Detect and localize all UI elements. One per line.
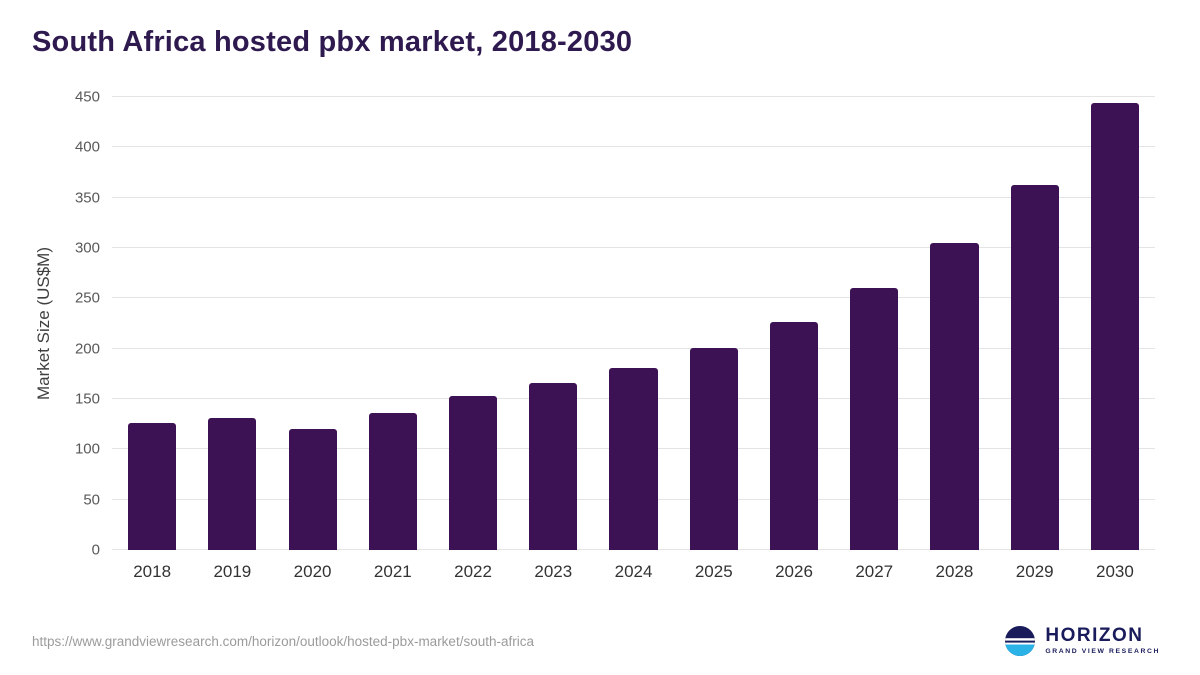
y-tick-label: 250 xyxy=(74,289,100,307)
x-tick-label: 2026 xyxy=(775,562,813,581)
x-tick-label: 2030 xyxy=(1096,562,1134,581)
x-tick-label: 2019 xyxy=(213,562,252,581)
bar-2023 xyxy=(529,382,578,550)
bar-cell xyxy=(112,97,192,550)
y-tick-label: 0 xyxy=(91,541,100,559)
y-axis-ticks: 0 50 100 150 200 250 300 350 400 450 xyxy=(60,89,112,559)
bar-2021 xyxy=(368,413,417,550)
y-tick-label: 450 xyxy=(74,88,100,106)
x-tick-label: 2027 xyxy=(855,562,894,581)
bar-2019 xyxy=(208,418,257,550)
x-tick-label: 2025 xyxy=(694,562,733,581)
y-tick-label: 350 xyxy=(74,189,100,207)
x-tick-label: 2024 xyxy=(614,562,653,581)
bar-cell xyxy=(192,97,272,550)
bar-cell xyxy=(914,97,994,550)
bar-cell xyxy=(995,97,1075,550)
bar-2025 xyxy=(689,347,738,550)
bar-2026 xyxy=(769,321,819,550)
x-tick-label: 2021 xyxy=(373,562,412,581)
bars-container xyxy=(112,97,1155,550)
x-axis-labels: 2018 2019 2020 2021 2022 2023 2024 2025 2026 2027… xyxy=(112,550,1155,594)
logo-text: HORIZON GRAND VIEW RESEARCH xyxy=(1045,626,1160,655)
bar-cell xyxy=(272,97,352,550)
bar-cell xyxy=(593,97,673,550)
bar-2022 xyxy=(448,395,498,550)
y-tick-label: 200 xyxy=(74,340,100,358)
bar-chart: Market Size (US$M) 0 50 100 150 200 250 300 350… xyxy=(28,89,1155,559)
chart-title: South Africa hosted pbx market, 2018-203… xyxy=(32,26,633,58)
bar-2029 xyxy=(1010,184,1059,550)
gridline xyxy=(112,196,1155,198)
gridline xyxy=(112,297,1155,299)
gridline xyxy=(112,247,1155,249)
y-tick-label: 300 xyxy=(74,239,100,257)
horizon-circle-icon xyxy=(1004,625,1036,657)
bar-2028 xyxy=(930,242,979,550)
source-url: https://www.grandviewresearch.com/horizo… xyxy=(32,633,534,649)
bar-2030 xyxy=(1090,103,1139,550)
y-axis-label: Market Size (US$M) xyxy=(34,246,53,401)
bar-cell xyxy=(513,97,593,550)
x-tick-label: 2029 xyxy=(1015,562,1054,581)
y-tick-label: 100 xyxy=(74,440,100,458)
y-tick-label: 400 xyxy=(74,138,100,156)
bar-cell xyxy=(353,97,433,550)
bar-cell xyxy=(754,97,834,550)
bar-2027 xyxy=(850,288,899,550)
bar-2018 xyxy=(128,423,177,550)
bar-2024 xyxy=(609,367,658,550)
footer: https://www.grandviewresearch.com/horizo… xyxy=(32,625,1160,657)
x-tick-label: 2023 xyxy=(534,562,573,581)
logo-subtitle: GRAND VIEW RESEARCH xyxy=(1045,648,1160,656)
y-axis-label-column: Market Size (US$M) xyxy=(28,97,60,550)
gridline xyxy=(112,146,1155,148)
bar-cell xyxy=(1075,97,1155,550)
bar-2020 xyxy=(288,429,337,550)
bar-cell xyxy=(674,97,754,550)
bar-cell xyxy=(433,97,513,550)
y-tick-label: 150 xyxy=(74,390,100,408)
x-tick-label: 2028 xyxy=(935,562,974,581)
horizon-logo: HORIZON GRAND VIEW RESEARCH xyxy=(1004,625,1160,657)
gridline xyxy=(112,96,1155,97)
x-tick-label: 2020 xyxy=(293,562,332,581)
plot-area xyxy=(112,96,1155,550)
bar-cell xyxy=(834,97,914,550)
y-tick-label: 50 xyxy=(83,491,100,509)
x-tick-label: 2022 xyxy=(454,562,492,581)
logo-title: HORIZON xyxy=(1045,625,1144,647)
x-tick-label: 2018 xyxy=(133,562,172,581)
gridline xyxy=(112,347,1155,349)
